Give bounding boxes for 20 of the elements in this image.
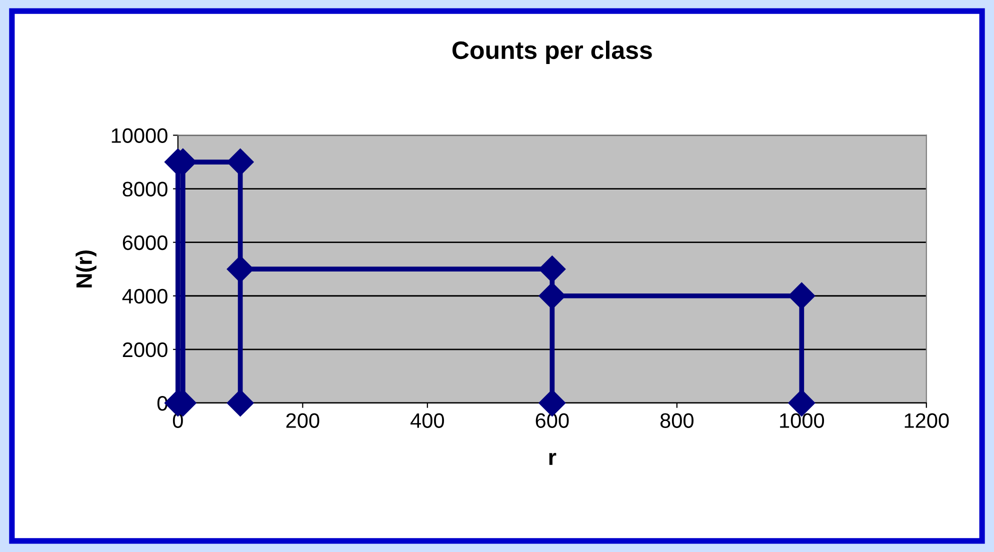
x-tick-label: 200 — [286, 413, 320, 428]
point — [226, 256, 254, 283]
y-tick-label: 10000 — [112, 128, 168, 143]
x-tick-label: 800 — [660, 413, 694, 428]
y-tick-label: 8000 — [122, 182, 168, 197]
point — [226, 148, 254, 176]
x-tick-label: 1000 — [780, 413, 824, 428]
x-tick-label: 1200 — [904, 413, 949, 428]
x-tick-label: 400 — [410, 413, 444, 428]
chart-title: Counts per class — [452, 40, 652, 64]
x-tick-label: 600 — [536, 413, 569, 428]
x-axis-title: r — [549, 452, 556, 465]
point — [538, 282, 566, 310]
y-axis-title: N(r) — [76, 250, 96, 288]
point — [788, 282, 816, 310]
y-tick-label: 6000 — [122, 235, 168, 250]
point — [226, 390, 254, 416]
point — [538, 256, 566, 283]
y-tick-label: 4000 — [122, 288, 168, 304]
y-tick-label: 2000 — [122, 342, 168, 358]
